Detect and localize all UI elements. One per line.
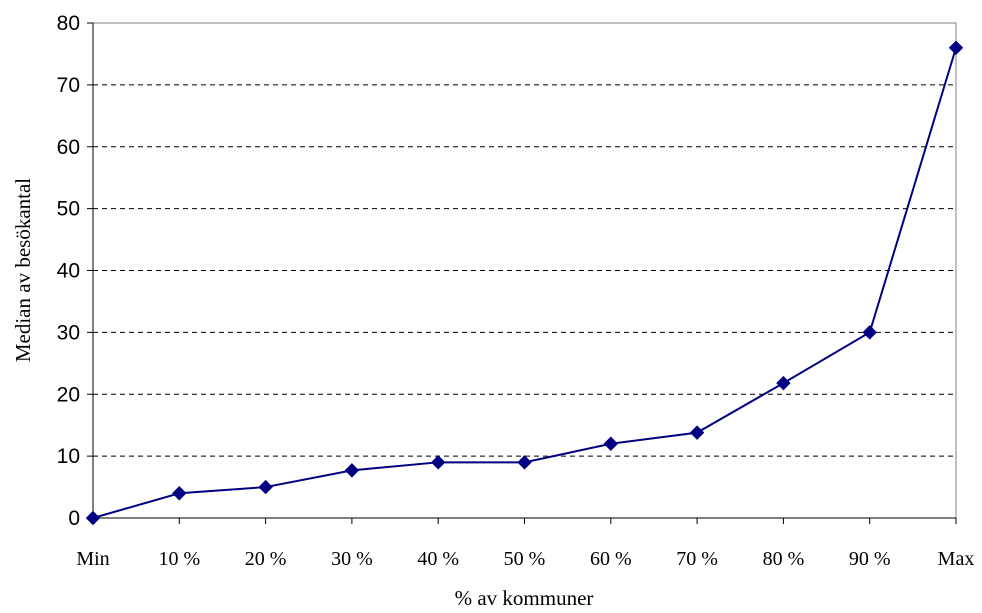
series-group: [85, 40, 964, 526]
x-tick-label: 90 %: [849, 548, 891, 570]
y-tick-label: 10: [57, 445, 80, 468]
x-tick-label: 20 %: [245, 548, 287, 570]
y-tick-label: 50: [57, 198, 80, 221]
x-axis-title: % av kommuner: [455, 586, 594, 610]
series-line: [92, 47, 957, 519]
y-tick-label: 20: [57, 383, 80, 406]
x-tick-label: 40 %: [417, 548, 459, 570]
x-tick-label: 70 %: [676, 548, 718, 570]
x-tick-label: 60 %: [590, 548, 632, 570]
data-point-marker: [776, 375, 791, 391]
gridlines: [93, 84, 956, 457]
data-point-marker: [862, 325, 877, 340]
data-point-marker: [85, 510, 101, 526]
y-tick-label: 80: [57, 12, 80, 35]
data-point-marker: [430, 455, 446, 470]
y-axis-title: Median av besökantal: [11, 178, 35, 362]
y-tick-label: 30: [57, 321, 80, 344]
data-point-marker: [689, 425, 705, 440]
y-tick-label: 0: [68, 507, 80, 530]
x-tick-label: Max: [938, 548, 975, 570]
data-point-marker: [172, 486, 187, 501]
x-tick-label: 80 %: [763, 548, 805, 570]
x-axis-ticks: Min 10 % 20 % 30 % 40 % 50 % 60 % 70 % 80 % 90 % M…: [76, 518, 974, 570]
x-tick-label: 10 %: [158, 548, 200, 570]
x-tick-label: 50 %: [504, 548, 546, 570]
data-point-marker: [344, 463, 360, 478]
data-point-marker: [258, 479, 273, 495]
y-tick-label: 40: [57, 260, 80, 283]
x-tick-label: 30 %: [331, 548, 373, 570]
y-tick-label: 60: [57, 136, 80, 159]
y-tick-label: 70: [57, 74, 80, 97]
x-tick-label: Min: [76, 548, 109, 570]
data-point-marker: [517, 455, 532, 470]
data-point-marker: [603, 436, 619, 451]
y-axis-ticks: 0 10 20 30 40 50 60 70 80: [57, 12, 93, 530]
data-point-marker: [948, 40, 964, 55]
